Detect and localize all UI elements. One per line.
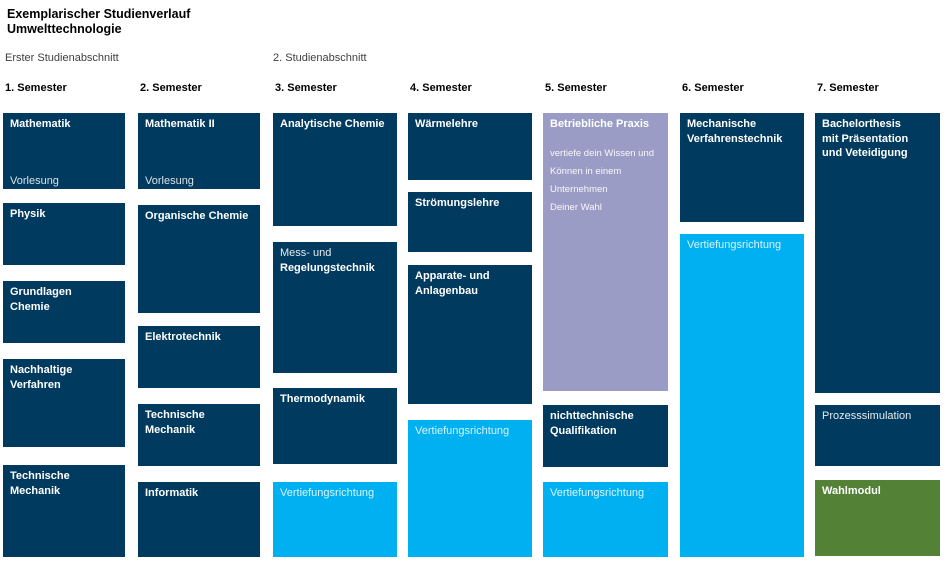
- column-header-2: 2. Semester: [140, 82, 202, 94]
- block-stroemungslehre: Strömungslehre: [408, 192, 532, 252]
- course-title: Wärmelehre: [415, 118, 478, 130]
- course-subtitle: Vorlesung: [145, 175, 194, 187]
- column-header-7: 7. Semester: [817, 82, 879, 94]
- course-title: Informatik: [145, 487, 199, 499]
- column-header-6: 6. Semester: [682, 82, 744, 94]
- course-notes: vertiefe dein Wissen und Können in einem…: [550, 145, 661, 217]
- block-technische-mechanik-1: Technische Mechanik: [3, 465, 125, 557]
- column-semester-6: 6. Semester Mechanische Verfahrenstechni…: [680, 0, 804, 564]
- page-title-line2: Umwelttechnologie: [7, 22, 122, 36]
- block-elektrotechnik: Elektrotechnik: [138, 326, 260, 388]
- block-vertiefungsrichtung-sem4: Vertiefungsrichtung: [408, 420, 532, 557]
- course-title: Thermodynamik: [280, 393, 365, 405]
- course-title: nichttechnische Qualifikation: [550, 410, 634, 437]
- course-note-line: Deiner Wahl: [550, 201, 602, 213]
- block-wahlmodul: Wahlmodul: [815, 480, 940, 556]
- section-2-label: 2. Studienabschnitt: [273, 52, 367, 64]
- column-semester-2: 2. Semester Mathematik II Vorlesung Orga…: [138, 0, 260, 564]
- course-note-line: Unternehmen: [550, 183, 608, 195]
- course-title: Strömungslehre: [415, 197, 500, 209]
- column-semester-7: 7. Semester Bachelorthesis mit Präsentat…: [815, 0, 940, 564]
- course-title: Grundlagen Chemie: [10, 286, 72, 313]
- column-semester-4: 4. Semester Wärmelehre Strömungslehre Ap…: [408, 0, 532, 564]
- block-vertiefungsrichtung-sem6: Vertiefungsrichtung: [680, 234, 804, 557]
- block-waermelehre: Wärmelehre: [408, 113, 532, 180]
- block-nichttechnische-qualifikation: nichttechnische Qualifikation: [543, 405, 668, 467]
- course-title: Technische Mechanik: [145, 409, 205, 436]
- page-title: Exemplarischer Studienverlauf Umwelttech…: [7, 7, 190, 37]
- page-title-line1: Exemplarischer Studienverlauf: [7, 7, 191, 21]
- course-title: Elektrotechnik: [145, 331, 221, 343]
- course-title: Prozesssimulation: [822, 410, 912, 422]
- block-mathematik: Mathematik Vorlesung: [3, 113, 125, 189]
- course-note-line: vertiefe dein Wissen und: [550, 147, 655, 159]
- block-vertiefungsrichtung-sem5: Vertiefungsrichtung: [543, 482, 668, 557]
- section-1-label: Erster Studienabschnitt: [5, 52, 119, 64]
- column-semester-3: 3. Semester Analytische Chemie Mess- und…: [273, 0, 397, 564]
- course-title: Technische Mechanik: [10, 470, 70, 497]
- course-title: Analytische Chemie: [280, 118, 385, 130]
- block-thermodynamik: Thermodynamik: [273, 388, 397, 464]
- block-informatik: Informatik: [138, 482, 260, 557]
- course-title: Apparate- und Anlagenbau: [415, 270, 490, 297]
- block-mathematik-2: Mathematik II Vorlesung: [138, 113, 260, 189]
- block-analytische-chemie: Analytische Chemie: [273, 113, 397, 226]
- course-title: Betriebliche Praxis: [550, 118, 650, 130]
- block-grundlagen-chemie: Grundlagen Chemie: [3, 281, 125, 343]
- block-mechanische-verfahrenstechnik: Mechanische Verfahrenstechnik: [680, 113, 804, 222]
- course-title: Vertiefungsrichtung: [550, 487, 645, 499]
- course-title: Vertiefungsrichtung: [415, 425, 510, 437]
- block-mess-und-regelungstechnik: Mess- und Regelungstechnik: [273, 242, 397, 373]
- column-semester-1: 1. Semester Mathematik Vorlesung Physik …: [3, 0, 125, 564]
- column-header-3: 3. Semester: [275, 82, 337, 94]
- course-title: Vertiefungsrichtung: [687, 239, 782, 251]
- column-header-4: 4. Semester: [410, 82, 472, 94]
- course-title: Regelungstechnik: [280, 261, 375, 274]
- block-bachelorthesis: Bachelorthesis mit Präsentation und Vete…: [815, 113, 940, 393]
- course-title: Mechanische Verfahrenstechnik: [687, 118, 783, 145]
- block-nachhaltige-verfahren: Nachhaltige Verfahren: [3, 359, 125, 447]
- course-title: Mathematik II: [145, 118, 215, 130]
- block-vertiefungsrichtung-sem3: Vertiefungsrichtung: [273, 482, 397, 557]
- block-organische-chemie: Organische Chemie: [138, 205, 260, 313]
- course-title: Physik: [10, 208, 46, 220]
- course-title: Wahlmodul: [822, 485, 881, 497]
- course-title: Bachelorthesis mit Präsentation und Vete…: [822, 118, 909, 159]
- block-technische-mechanik-2: Technische Mechanik: [138, 404, 260, 466]
- course-subtitle: Vorlesung: [10, 175, 59, 187]
- course-note-line: Können in einem: [550, 165, 622, 177]
- column-semester-5: 5. Semester Betriebliche Praxis vertiefe…: [543, 0, 668, 564]
- course-title-light: Mess- und: [280, 247, 332, 259]
- course-title: Vertiefungsrichtung: [280, 487, 375, 499]
- column-header-5: 5. Semester: [545, 82, 607, 94]
- block-prozesssimulation: Prozesssimulation: [815, 405, 940, 466]
- block-betriebliche-praxis: Betriebliche Praxis vertiefe dein Wissen…: [543, 113, 668, 391]
- course-title: Nachhaltige Verfahren: [10, 364, 73, 391]
- block-physik: Physik: [3, 203, 125, 265]
- block-apparate-und-anlagenbau: Apparate- und Anlagenbau: [408, 265, 532, 404]
- column-header-1: 1. Semester: [5, 82, 67, 94]
- course-title: Mathematik: [10, 118, 71, 130]
- course-title: Organische Chemie: [145, 210, 249, 222]
